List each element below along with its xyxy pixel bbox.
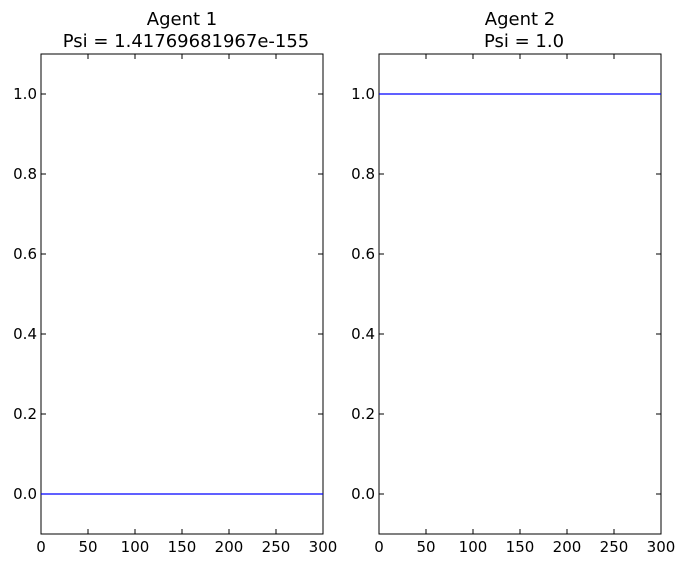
axes-frame xyxy=(40,53,324,535)
y-tick-label: 0.0 xyxy=(13,485,37,503)
subplot-subtitle: Psi = 1.41769681967e-155 xyxy=(63,31,310,52)
y-tick-label: 0.6 xyxy=(13,245,37,263)
x-tick-label: 300 xyxy=(309,538,338,556)
x-tick-label: 100 xyxy=(121,538,150,556)
x-tick-label: 250 xyxy=(262,538,291,556)
y-tick-label: 0.8 xyxy=(13,165,37,183)
x-tick-label: 50 xyxy=(78,538,97,556)
x-tick-label: 0 xyxy=(374,538,384,556)
subplot-subtitle: Psi = 1.0 xyxy=(484,31,564,52)
x-tick-label: 200 xyxy=(553,538,582,556)
y-tick-label: 0.6 xyxy=(351,245,375,263)
subplot-title: Agent 2 xyxy=(485,9,555,30)
y-tick-label: 0.4 xyxy=(351,325,375,343)
x-tick-label: 150 xyxy=(506,538,535,556)
y-tick-label: 1.0 xyxy=(13,85,37,103)
x-tick-label: 300 xyxy=(647,538,676,556)
y-tick-label: 0.2 xyxy=(13,405,37,423)
x-tick-label: 250 xyxy=(600,538,629,556)
plot-area: 0 50 100 150 200 250 300 0.0 0.2 0.4 0.6 0.8 1.0 xyxy=(351,53,676,556)
y-tick-label: 0.0 xyxy=(351,485,375,503)
x-tick-label: 100 xyxy=(459,538,488,556)
x-tick-label: 0 xyxy=(36,538,46,556)
y-tick-label: 0.8 xyxy=(351,165,375,183)
x-tick-label: 200 xyxy=(215,538,244,556)
x-tick-label: 150 xyxy=(168,538,197,556)
x-tick-label: 50 xyxy=(416,538,435,556)
y-tick-label: 0.2 xyxy=(351,405,375,423)
y-tick-label: 1.0 xyxy=(351,85,375,103)
subplot-agent-1: Agent 1 Psi = 1.41769681967e-155 0 50 100 1… xyxy=(13,9,337,556)
subplot-title: Agent 1 xyxy=(147,9,217,30)
subplot-agent-2: Agent 2 Psi = 1.0 0 50 100 150 200 250 3000.00… xyxy=(351,9,675,556)
axes-frame xyxy=(378,53,662,535)
y-tick-label: 0.4 xyxy=(13,325,37,343)
plot-area: 0 50 100 150 200 250 300 0.0 0.2 0.4 0.6 0.8 1.0 xyxy=(13,53,338,556)
